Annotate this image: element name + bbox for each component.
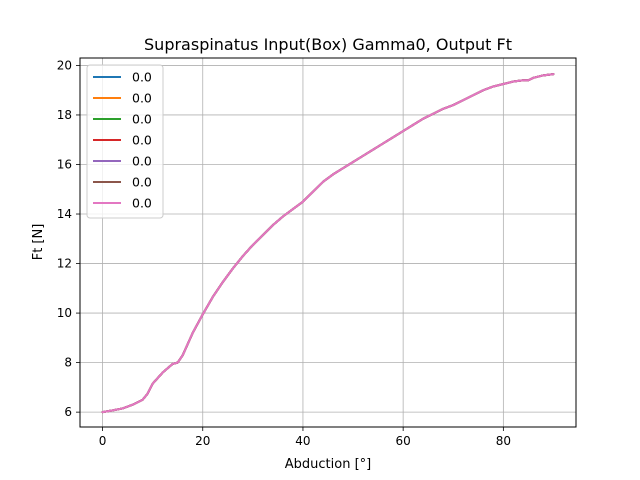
y-tick-label: 6 <box>64 405 72 419</box>
x-tick-label: 40 <box>295 434 310 448</box>
x-tick-label: 60 <box>396 434 411 448</box>
y-tick-label: 18 <box>57 108 72 122</box>
legend: 0.0 0.0 0.0 0.0 0.0 0.0 0.0 <box>86 64 164 219</box>
series-line-6 <box>101 73 555 414</box>
x-axis-label: Abduction [°] <box>285 457 371 472</box>
legend-label-1: 0.0 <box>132 91 152 106</box>
y-tick-label: 20 <box>57 58 72 72</box>
legend-label-4: 0.0 <box>132 154 152 169</box>
y-tick-label: 12 <box>57 257 72 271</box>
y-tick-label: 10 <box>57 306 72 320</box>
x-tick-label: 80 <box>496 434 511 448</box>
legend-label-5: 0.0 <box>132 175 152 190</box>
y-axis-ticks: 6 8 10 12 14 16 18 20 <box>57 58 80 419</box>
y-axis-label: Ft [N] <box>31 224 46 261</box>
legend-box <box>86 64 164 219</box>
legend-label-2: 0.0 <box>132 112 152 127</box>
x-axis-ticks: 0 20 40 60 80 <box>99 427 511 448</box>
y-tick-label: 8 <box>64 356 72 370</box>
chart-title: Supraspinatus Input(Box) Gamma0, Output … <box>144 35 512 54</box>
x-tick-label: 0 <box>99 434 107 448</box>
y-tick-label: 14 <box>57 207 72 221</box>
x-tick-label: 20 <box>195 434 210 448</box>
series-lines <box>101 73 555 414</box>
grid-lines <box>80 58 576 427</box>
plot-frame <box>79 57 577 428</box>
legend-label-0: 0.0 <box>132 70 152 85</box>
legend-label-3: 0.0 <box>132 133 152 148</box>
legend-label-6: 0.0 <box>132 196 152 211</box>
y-tick-label: 16 <box>57 157 72 171</box>
